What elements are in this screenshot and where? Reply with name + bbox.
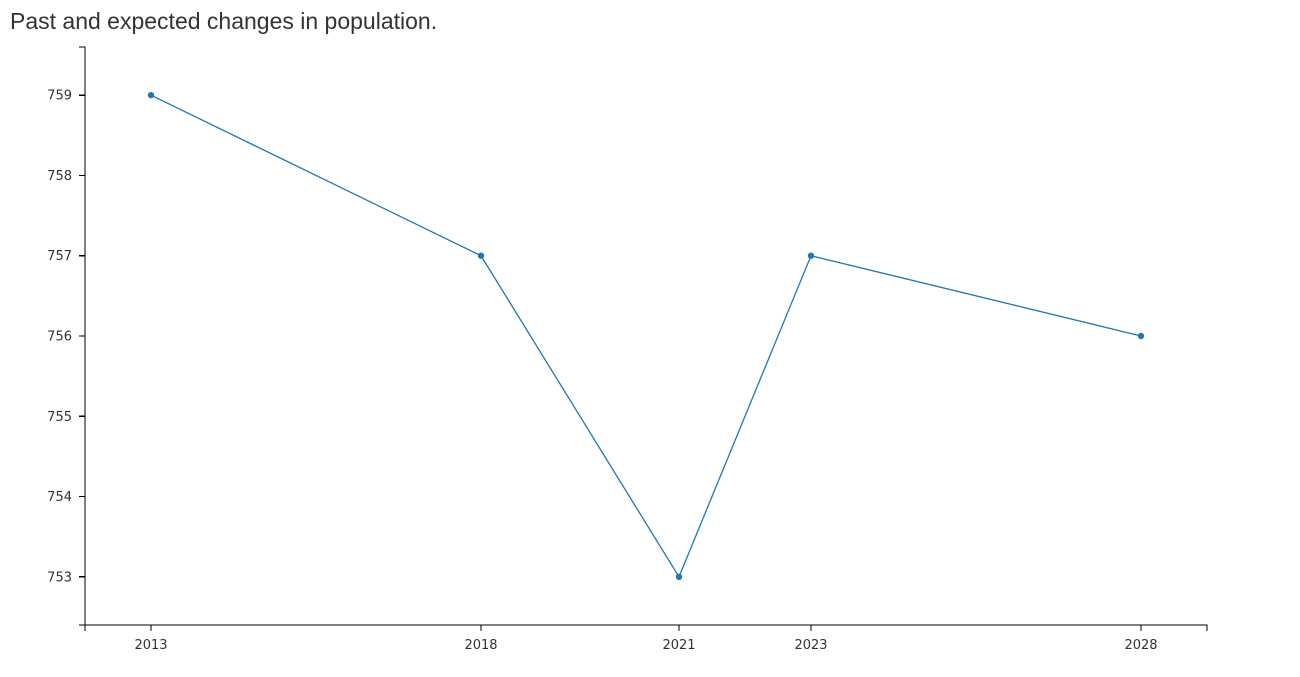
x-tick-label: 2023	[794, 638, 827, 653]
x-tick-label: 2018	[464, 638, 497, 653]
series-line	[150, 94, 1142, 579]
y-tick-label: 758	[47, 169, 72, 184]
y-tick-label: 755	[47, 410, 72, 425]
y-tick-label: 753	[47, 570, 72, 585]
chart-title: Past and expected changes in population.	[10, 8, 438, 34]
y-tick-label: 754	[47, 490, 72, 505]
series-marks	[147, 91, 1145, 581]
y-tick-label: 756	[47, 330, 72, 345]
y-tick-label: 757	[47, 249, 72, 264]
axes: 753 754 755 756 757 758 759 2013 2018 2021 2023 202…	[47, 46, 1208, 653]
data-point	[675, 573, 683, 581]
data-point	[477, 252, 485, 259]
y-tick-label: 759	[47, 89, 72, 104]
x-tick-label: 2021	[662, 638, 695, 653]
x-tick-label: 2028	[1124, 638, 1157, 653]
x-axis-line	[84, 624, 1208, 631]
data-point	[147, 91, 155, 99]
data-point	[807, 252, 815, 259]
x-tick-label: 2013	[134, 638, 167, 653]
data-point	[1137, 332, 1145, 340]
